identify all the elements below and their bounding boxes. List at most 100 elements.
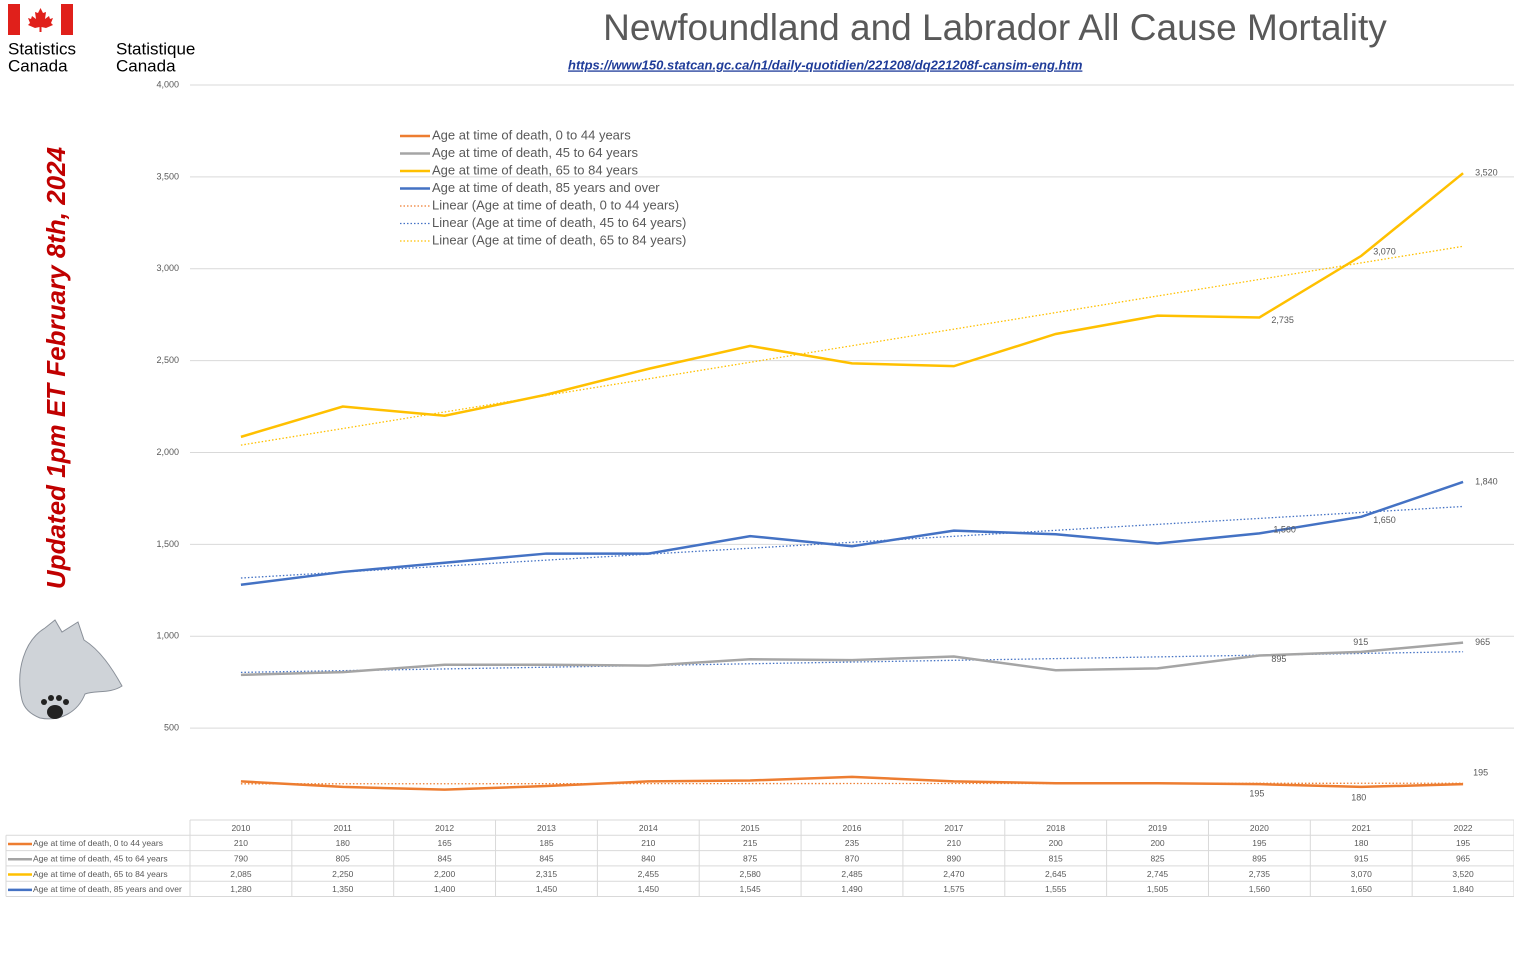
paw-toe — [41, 699, 47, 705]
table-cell: 2,645 — [1045, 869, 1067, 879]
table-cell: 215 — [743, 838, 757, 848]
y-tick-label: 2,000 — [156, 447, 179, 457]
table-cell: 1,400 — [434, 884, 456, 894]
x-tick-label: 2021 — [1352, 823, 1371, 833]
table-cell: 1,450 — [536, 884, 558, 894]
trend-line — [240, 245, 1464, 446]
table-cell: 890 — [947, 854, 961, 864]
data-label: 3,520 — [1475, 168, 1498, 178]
paw-toe — [56, 695, 62, 701]
table-cell: 165 — [438, 838, 452, 848]
table-row-label: Age at time of death, 85 years and over — [33, 884, 182, 894]
table-cell: 1,575 — [943, 884, 965, 894]
legend-label: Age at time of death, 85 years and over — [432, 180, 660, 195]
y-tick-label: 3,000 — [156, 263, 179, 273]
data-label: 180 — [1351, 792, 1366, 802]
table-cell: 805 — [336, 854, 350, 864]
table-cell: 180 — [336, 838, 350, 848]
table-cell: 195 — [1252, 838, 1266, 848]
table-cell: 210 — [641, 838, 655, 848]
table-cell: 825 — [1150, 854, 1164, 864]
y-tick-label: 2,500 — [156, 355, 179, 365]
trend-line — [240, 505, 1464, 579]
wolf-head — [19, 619, 123, 720]
table-cell: 200 — [1049, 838, 1063, 848]
legend-label: Linear (Age at time of death, 65 to 84 y… — [432, 232, 686, 247]
table-cell: 1,350 — [332, 884, 354, 894]
table-row-label: Age at time of death, 45 to 64 years — [33, 854, 168, 864]
table-cell: 1,280 — [230, 884, 252, 894]
x-tick-label: 2010 — [231, 823, 250, 833]
agency-fr: Statistique — [116, 39, 195, 58]
x-tick-label: 2019 — [1148, 823, 1167, 833]
table-cell: 1,555 — [1045, 884, 1067, 894]
legend-label: Age at time of death, 65 to 84 years — [432, 162, 638, 177]
data-label: 195 — [1249, 789, 1264, 799]
x-tick-label: 2022 — [1454, 823, 1473, 833]
table-cell: 2,455 — [638, 869, 660, 879]
table-cell: 2,580 — [740, 869, 762, 879]
data-label: 2,735 — [1271, 315, 1294, 325]
legend-label: Age at time of death, 45 to 64 years — [432, 145, 638, 160]
y-tick-label: 1,000 — [156, 631, 179, 641]
x-tick-label: 2020 — [1250, 823, 1269, 833]
x-tick-label: 2017 — [944, 823, 963, 833]
series-line — [240, 775, 1464, 791]
table-cell: 235 — [845, 838, 859, 848]
table-cell: 815 — [1049, 854, 1063, 864]
table-cell: 2,200 — [434, 869, 456, 879]
data-label: 1,840 — [1475, 476, 1498, 486]
update-note: Updated 1pm ET February 8th, 2024 — [41, 146, 71, 589]
table-row-label: Age at time of death, 0 to 44 years — [33, 838, 163, 848]
table-cell: 845 — [438, 854, 452, 864]
series-line — [240, 641, 1464, 677]
table-cell: 210 — [234, 838, 248, 848]
x-tick-label: 2011 — [334, 823, 353, 833]
y-tick-label: 4,000 — [156, 79, 179, 89]
table-cell: 1,490 — [841, 884, 863, 894]
data-label: 915 — [1353, 637, 1368, 647]
source-link[interactable]: https://www150.statcan.gc.ca/n1/daily-qu… — [568, 57, 1083, 72]
flag-band — [8, 4, 20, 35]
table-cell: 200 — [1150, 838, 1164, 848]
agency-fr: Canada — [116, 56, 176, 75]
data-label: 1,560 — [1273, 525, 1296, 535]
table-cell: 180 — [1354, 838, 1368, 848]
agency-en: Statistics — [8, 39, 76, 58]
paw — [47, 705, 63, 719]
y-tick-label: 500 — [164, 723, 179, 733]
table-cell: 1,450 — [638, 884, 660, 894]
table-cell: 915 — [1354, 854, 1368, 864]
table-cell: 1,840 — [1452, 884, 1474, 894]
series-line — [240, 480, 1464, 587]
table-cell: 195 — [1456, 838, 1470, 848]
table-cell: 965 — [1456, 854, 1470, 864]
y-tick-label: 1,500 — [156, 539, 179, 549]
wolf-image — [19, 619, 123, 720]
table-cell: 3,520 — [1452, 869, 1474, 879]
data-label: 895 — [1271, 654, 1286, 664]
table-cell: 790 — [234, 854, 248, 864]
chart-title: Newfoundland and Labrador All Cause Mort… — [603, 7, 1387, 48]
series-line — [240, 172, 1464, 439]
table-cell: 845 — [539, 854, 553, 864]
data-label: 195 — [1473, 768, 1488, 778]
table-cell: 1,560 — [1249, 884, 1271, 894]
flag-band — [61, 4, 73, 35]
x-tick-label: 2016 — [843, 823, 862, 833]
data-label: 1,650 — [1373, 515, 1396, 525]
table-cell: 210 — [947, 838, 961, 848]
maple-leaf — [28, 8, 53, 32]
logo — [8, 4, 73, 35]
legend-label: Linear (Age at time of death, 0 to 44 ye… — [432, 197, 679, 212]
x-tick-label: 2012 — [435, 823, 454, 833]
table-cell: 1,545 — [740, 884, 762, 894]
legend-label: Linear (Age at time of death, 45 to 64 y… — [432, 215, 686, 230]
paw-toe — [48, 695, 54, 701]
table-cell: 2,315 — [536, 869, 558, 879]
y-tick-label: 3,500 — [156, 171, 179, 181]
table-cell: 2,485 — [841, 869, 863, 879]
table-cell: 2,085 — [230, 869, 252, 879]
